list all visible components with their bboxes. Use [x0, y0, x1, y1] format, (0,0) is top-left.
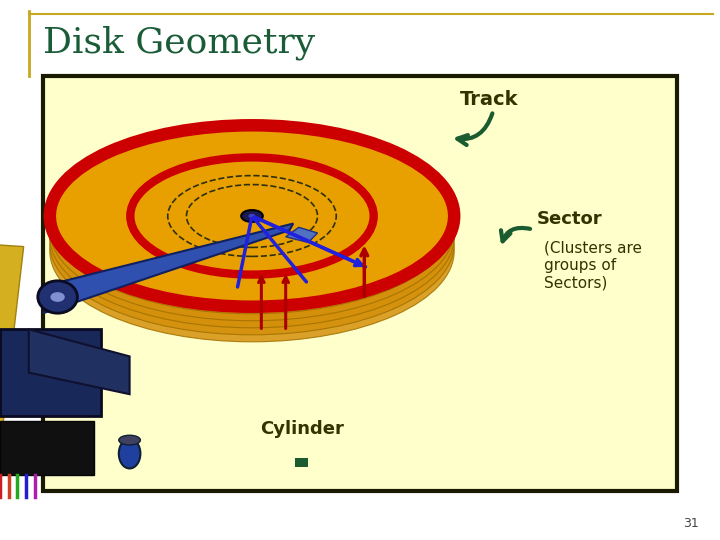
Ellipse shape — [50, 132, 454, 314]
Bar — [0, 329, 101, 416]
FancyArrowPatch shape — [501, 228, 530, 241]
Bar — [0, 244, 24, 451]
Ellipse shape — [50, 153, 454, 335]
Bar — [0, 421, 94, 475]
Ellipse shape — [241, 210, 263, 222]
Ellipse shape — [119, 438, 140, 468]
Bar — [295, 458, 308, 467]
Ellipse shape — [50, 160, 454, 342]
Bar — [43, 76, 677, 491]
Ellipse shape — [37, 281, 77, 313]
Text: 31: 31 — [683, 517, 698, 530]
Ellipse shape — [50, 292, 65, 302]
Polygon shape — [286, 227, 318, 242]
Polygon shape — [43, 224, 293, 313]
Ellipse shape — [50, 146, 454, 328]
Text: Track: Track — [460, 90, 519, 110]
Ellipse shape — [248, 214, 256, 218]
Ellipse shape — [153, 168, 351, 263]
Text: Cylinder: Cylinder — [261, 420, 344, 438]
Text: (Clusters are
groups of
Sectors): (Clusters are groups of Sectors) — [544, 240, 642, 290]
Ellipse shape — [50, 139, 454, 321]
Ellipse shape — [99, 142, 405, 289]
Ellipse shape — [119, 435, 140, 445]
Polygon shape — [29, 329, 130, 394]
Ellipse shape — [50, 125, 454, 307]
Text: Sector: Sector — [536, 210, 602, 228]
FancyArrowPatch shape — [457, 113, 492, 145]
Text: Disk Geometry: Disk Geometry — [43, 26, 315, 60]
